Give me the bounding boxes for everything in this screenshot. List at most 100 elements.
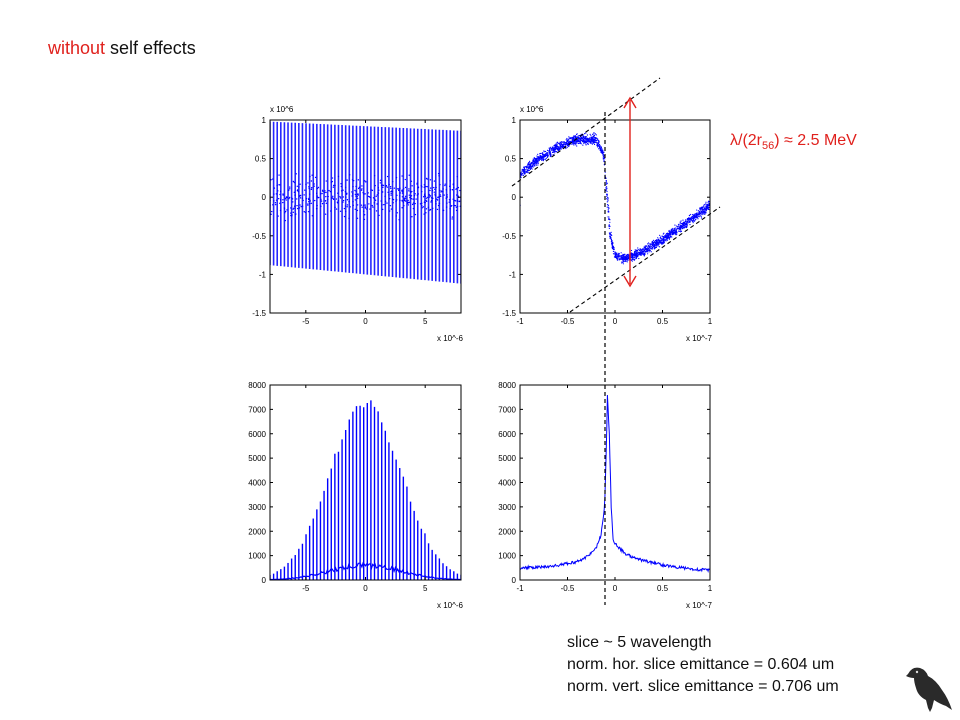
scatter-point (636, 251, 638, 253)
scatter-point (425, 208, 428, 210)
scatter-point (401, 207, 403, 209)
scatter-point (594, 139, 596, 141)
scatter-point (676, 233, 678, 235)
scatter-point (533, 161, 535, 163)
scatter-point (585, 140, 587, 142)
scatter-point (449, 208, 451, 210)
scatter-point (526, 168, 528, 170)
scatter-point (537, 164, 539, 166)
scatter-point (556, 143, 558, 146)
scatter-point (292, 211, 295, 213)
scatter-point (673, 231, 675, 233)
scatter-point (670, 228, 672, 230)
scatter-point (568, 142, 570, 144)
plot-area (270, 400, 461, 580)
scatter-point (678, 226, 680, 228)
scatter-point (401, 196, 404, 198)
scatter-point (554, 144, 557, 146)
scatter-point (446, 195, 448, 198)
scatter-point (662, 237, 664, 239)
scatter-point (568, 136, 570, 138)
scatter-point (639, 249, 641, 251)
scatter-point (430, 199, 433, 202)
scatter-point (553, 148, 556, 150)
scatter-point (520, 176, 522, 179)
scatter-point (607, 208, 609, 210)
scatter-point (387, 191, 389, 194)
scatter-point (596, 145, 598, 147)
scatter-point (690, 218, 692, 221)
scatter-point (457, 186, 460, 189)
scatter-point (325, 195, 327, 198)
scatter-point (668, 232, 671, 234)
scatter-point (554, 152, 556, 154)
scatter-point (687, 218, 689, 220)
scatter-point (689, 221, 691, 223)
scatter-point (542, 153, 544, 155)
scatter-point (348, 174, 351, 176)
scatter-point (442, 188, 444, 190)
scatter-point (573, 142, 575, 145)
y-tick-label: 6000 (248, 430, 266, 439)
scatter-point (678, 230, 680, 232)
scatter-point (608, 224, 610, 226)
scatter-point (644, 252, 646, 254)
y-multiplier-label: x 10^6 (520, 105, 544, 114)
y-tick-label: 2000 (248, 527, 266, 536)
x-tick-label: -1 (516, 317, 524, 326)
scatter-point (605, 186, 608, 188)
scatter-point (665, 236, 667, 238)
scatter-point (382, 208, 384, 211)
scatter-point (600, 149, 602, 151)
scatter-point (273, 187, 276, 189)
scatter-point (445, 197, 447, 199)
scatter-point (631, 258, 633, 261)
scatter-point (662, 243, 664, 245)
scatter-point (624, 260, 626, 262)
scatter-point (451, 189, 454, 191)
scatter-point (617, 255, 619, 257)
scatter-point (622, 258, 625, 260)
scatter-point (396, 199, 398, 201)
scatter-point (584, 142, 586, 144)
scatter-point (534, 165, 536, 167)
scatter-point (672, 230, 674, 232)
scatter-point (415, 198, 417, 200)
scatter-point (571, 139, 573, 141)
scatter-point (532, 158, 534, 160)
scatter-point (616, 259, 619, 261)
y-tick-label: -1 (509, 270, 517, 279)
scatter-point (361, 188, 363, 190)
scatter-point (321, 202, 324, 205)
scatter-point (351, 193, 354, 195)
scatter-point (342, 196, 344, 198)
scatter-point (443, 194, 445, 196)
scatter-point (448, 201, 450, 203)
scatter-point (643, 253, 646, 255)
scatter-point (427, 206, 430, 208)
scatter-point (690, 213, 692, 216)
y-tick-label: -1 (259, 270, 267, 279)
scatter-point (410, 195, 412, 197)
scatter-point (575, 141, 577, 143)
scatter-point (651, 242, 653, 244)
scatter-point (392, 202, 394, 204)
scatter-point (654, 242, 656, 244)
chart-panel: -5 0 5 1 0.5 0 -0.5 -1 -1.5 x 10^-6 x 10^6 (252, 105, 463, 343)
scatter-point (619, 258, 621, 260)
scatter-point (523, 166, 525, 168)
scatter-point (642, 254, 644, 256)
scatter-point (284, 219, 287, 222)
chart-panel: -5 0 5 8000 7000 6000 5000 4000 3000 2000 1000 0 x 1… (248, 381, 463, 610)
scatter-point (419, 203, 422, 205)
scatter-point (699, 216, 701, 218)
scatter-point (284, 197, 287, 200)
scatter-point (632, 256, 634, 258)
scatter-point (602, 152, 604, 154)
scatter-point (369, 208, 371, 210)
scatter-point (380, 200, 382, 202)
scatter-point (683, 224, 685, 227)
scatter-point (582, 141, 585, 143)
scatter-point (531, 165, 533, 167)
scatter-point (707, 208, 709, 211)
